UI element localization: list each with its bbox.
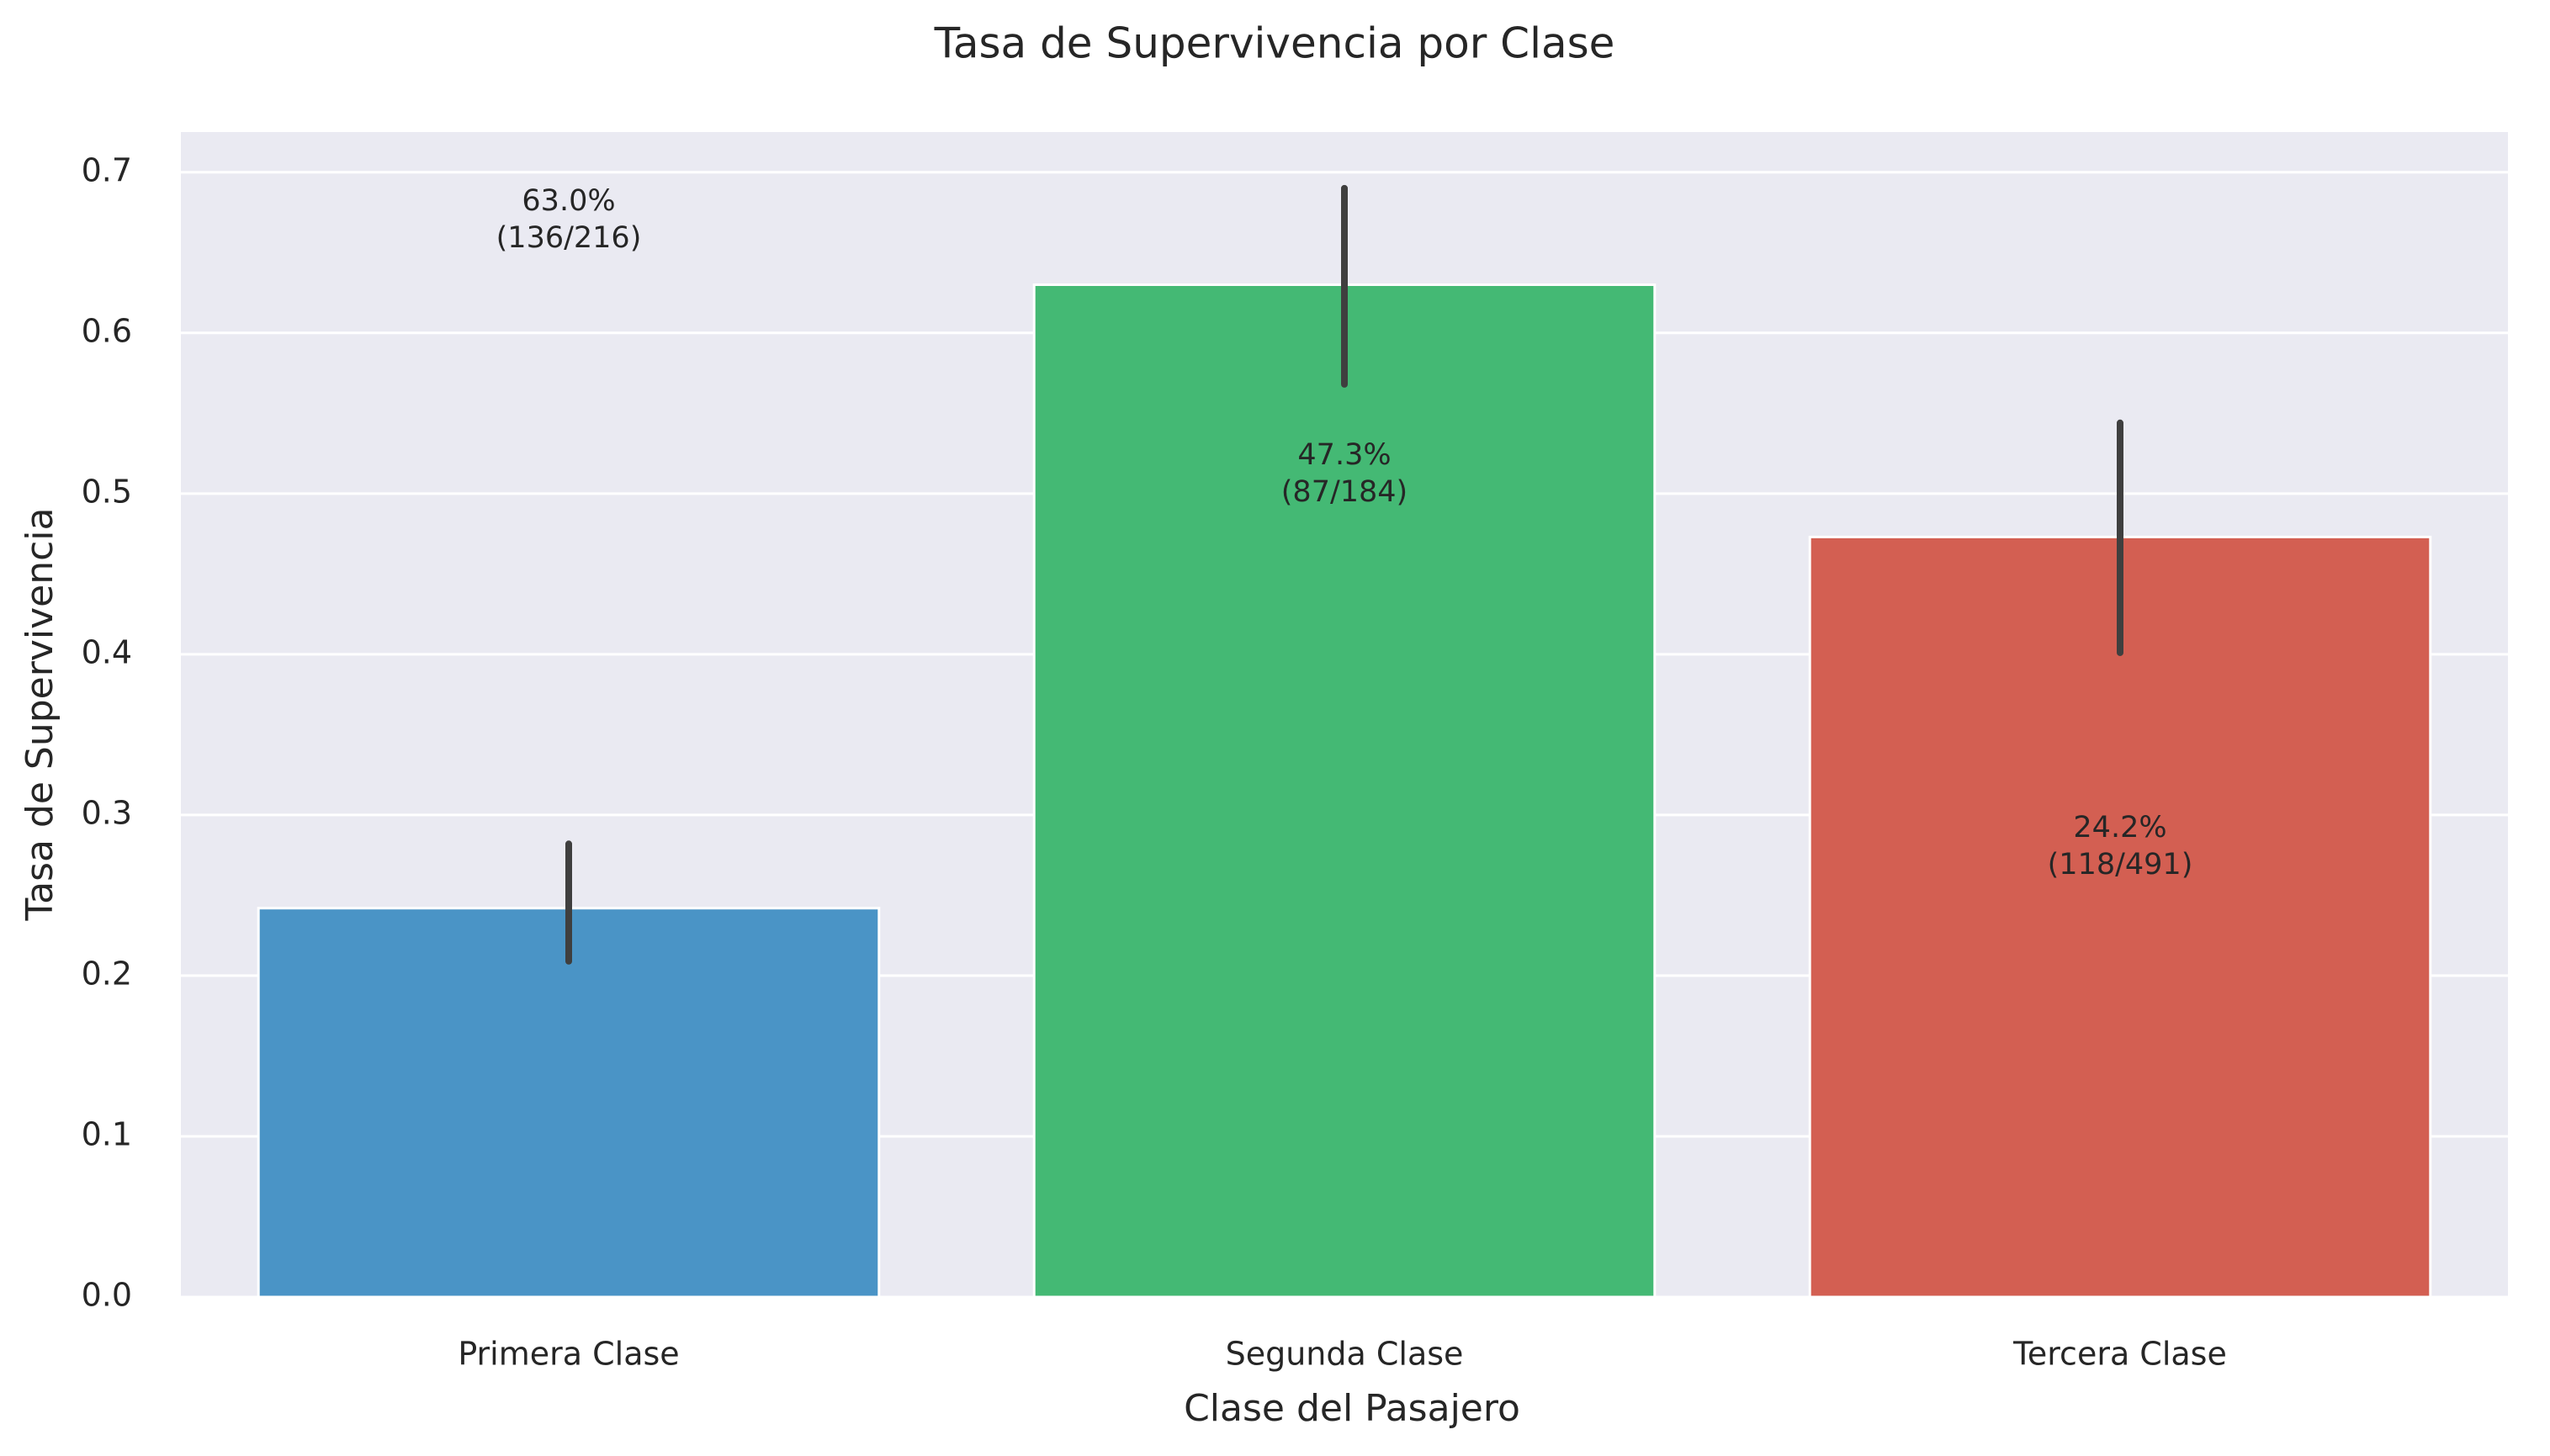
x-tick-label: Segunda Clase [1226, 1336, 1464, 1373]
bar [1808, 535, 2432, 1299]
x-tick-label: Primera Clase [458, 1336, 679, 1373]
data-label-percent: 63.0% [522, 184, 615, 218]
x-axis-label: Clase del Pasajero [1184, 1387, 1520, 1430]
y-tick-label: 0.4 [82, 633, 132, 670]
error-bars [565, 184, 2123, 965]
bars [257, 283, 2432, 1299]
y-tick-label: 0.1 [82, 1115, 132, 1152]
y-tick-label: 0.7 [82, 151, 132, 188]
y-tick-label: 0.6 [82, 312, 132, 349]
x-axis-ticks: Primera Clase Segunda Clase Tercera Clase [458, 1336, 2227, 1373]
chart-title: Tasa de Supervivencia por Clase [934, 19, 1615, 68]
data-label-percent: 47.3% [1297, 438, 1391, 472]
y-tick-label: 0.0 [82, 1277, 132, 1314]
data-label-counts: (87/184) [1281, 475, 1408, 509]
bar [1032, 283, 1657, 1299]
data-labels: 63.0%(136/216) 47.3%(87/184) 24.2% (118/491… [496, 184, 2193, 882]
y-axis-ticks: 0.0 0.1 0.2 0.3 0.4 0.5 0.6 0.7 [82, 151, 132, 1313]
data-label-percent: 24.2% [2073, 811, 2166, 844]
data-label-counts: (118/491) [2048, 848, 2193, 882]
y-tick-label: 0.2 [82, 955, 132, 992]
y-axis-label: Tasa de Supervivencia [19, 508, 61, 922]
x-tick-label: Tercera Clase [2012, 1336, 2227, 1373]
data-label-counts: (136/216) [496, 221, 642, 255]
bar [257, 907, 881, 1299]
y-tick-label: 0.3 [82, 794, 132, 831]
y-tick-label: 0.5 [82, 473, 132, 510]
